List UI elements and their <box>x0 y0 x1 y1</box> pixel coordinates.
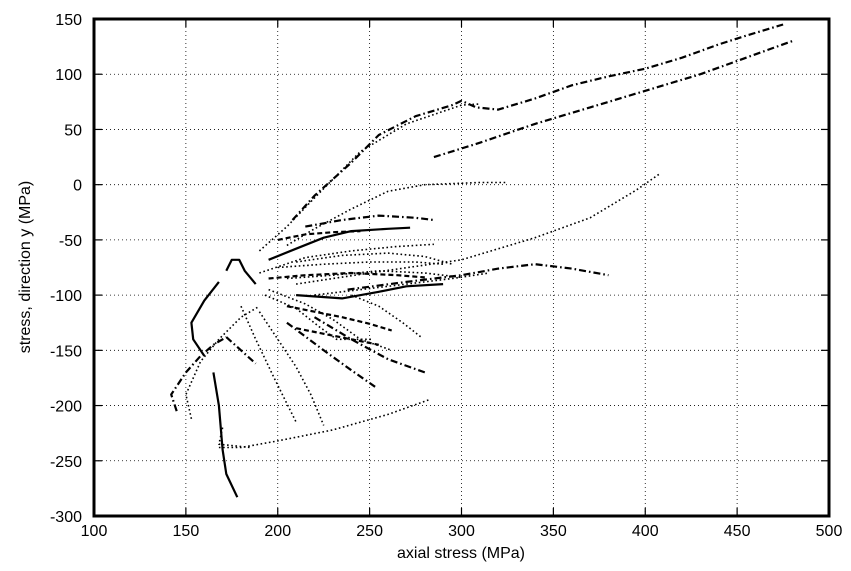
series-line-solid <box>225 258 257 285</box>
tick-labels: 100 150 200 250 300 350 400 450 500-300-250-200-… <box>50 12 842 540</box>
x-tick-label: 150 <box>173 523 200 540</box>
series-line-dotted <box>258 311 325 426</box>
y-tick-label: 150 <box>55 12 82 29</box>
series-line-dashdot <box>225 336 257 365</box>
series-line-dotted <box>218 427 251 449</box>
x-tick-label: 250 <box>356 523 383 540</box>
series-line-dashdot <box>286 321 376 388</box>
y-axis-label: stress, direction y (MPa) <box>17 181 34 353</box>
plot-series <box>170 23 793 498</box>
series-line-dotted <box>185 305 260 419</box>
series-line-dashed <box>277 230 361 241</box>
y-tick-label: -150 <box>50 343 82 360</box>
series-line-dotted <box>218 399 429 449</box>
y-tick-label: 0 <box>73 178 82 195</box>
x-tick-label: 100 <box>81 523 108 540</box>
series-line-dashdot <box>433 40 793 159</box>
series-line-dashed <box>268 271 425 280</box>
series-line-dotted <box>259 243 434 274</box>
series-line-dotted <box>264 294 374 341</box>
series-line-solid <box>190 281 220 357</box>
series-line-dashed <box>286 305 393 332</box>
series-line-dashdot <box>170 336 227 412</box>
series-line-dashdot <box>291 23 784 221</box>
x-axis-label: axial stress (MPa) <box>397 545 525 562</box>
series-line-dashdot <box>347 263 609 291</box>
series-line-solid <box>268 226 411 261</box>
y-tick-label: 50 <box>64 122 82 139</box>
series-line-solid <box>212 372 239 498</box>
plot-frame <box>92 17 831 518</box>
series-line-dotted <box>286 269 462 280</box>
x-tick-label: 400 <box>632 523 659 540</box>
series-line-dotted <box>268 288 392 352</box>
series-line-dotted <box>295 172 661 285</box>
series-line-dotted <box>351 294 422 338</box>
series-line-dotted <box>277 261 444 269</box>
series-line-solid <box>296 283 444 300</box>
series-line-dotted <box>240 305 297 423</box>
x-tick-label: 300 <box>448 523 475 540</box>
x-tick-label: 500 <box>816 523 843 540</box>
y-tick-label: -50 <box>59 233 82 250</box>
y-tick-label: -300 <box>50 509 82 526</box>
x-tick-label: 350 <box>540 523 567 540</box>
y-tick-label: -250 <box>50 454 82 471</box>
x-tick-label: 450 <box>724 523 751 540</box>
series-line-dashdot <box>313 316 426 374</box>
series-line-dashed <box>295 327 380 346</box>
series-line-dotted <box>314 272 490 296</box>
y-tick-label: -200 <box>50 399 82 416</box>
y-tick-label: -100 <box>50 288 82 305</box>
x-tick-label: 200 <box>264 523 291 540</box>
series-line-dotted <box>295 252 453 265</box>
y-tick-label: 100 <box>55 67 82 84</box>
series-line-dashdot <box>305 214 435 228</box>
grid-lines <box>94 19 829 516</box>
series-line-dotted <box>286 181 508 247</box>
